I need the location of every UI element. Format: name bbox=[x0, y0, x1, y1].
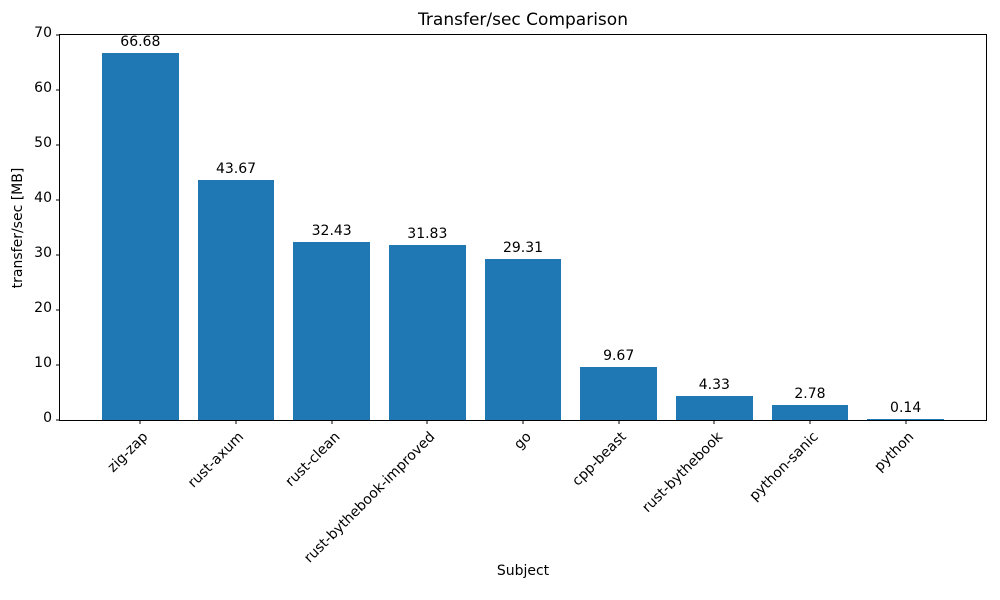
x-tick-label-python: python bbox=[871, 429, 917, 475]
x-tick-mark bbox=[331, 420, 333, 424]
x-tick-label-rust-bythebook: rust-bythebook bbox=[638, 429, 726, 516]
bar-value-label: 31.83 bbox=[407, 225, 448, 242]
bar-value-label: 43.67 bbox=[215, 160, 257, 177]
x-tick-mark bbox=[713, 420, 715, 424]
y-tick-mark bbox=[56, 199, 60, 201]
y-tick-mark bbox=[56, 89, 60, 91]
bar-cpp-beast bbox=[580, 366, 657, 420]
x-tick-label-go: go bbox=[510, 429, 535, 453]
y-tick-label: 0 bbox=[43, 410, 52, 426]
y-tick-label: 50 bbox=[34, 135, 52, 151]
y-tick-mark bbox=[56, 419, 60, 421]
bar-value-label: 2.78 bbox=[794, 385, 826, 402]
x-tick-label-cpp-beast: cpp-beast bbox=[569, 429, 630, 490]
x-tick-mark bbox=[809, 420, 811, 424]
x-tick-mark bbox=[235, 420, 237, 424]
x-axis-label: Subject bbox=[496, 563, 550, 579]
y-tick-label: 20 bbox=[34, 300, 52, 317]
x-tick-label-python-sanic: python-sanic bbox=[746, 429, 822, 505]
bar-value-label: 66.68 bbox=[120, 34, 161, 51]
x-tick-label-rust-axum: rust-axum bbox=[185, 429, 248, 492]
y-tick-mark bbox=[56, 34, 60, 36]
y-tick-mark bbox=[56, 309, 60, 311]
bar-rust-axum bbox=[197, 179, 275, 420]
bar-python-sanic bbox=[771, 404, 849, 420]
x-tick-mark bbox=[522, 420, 524, 424]
x-tick-label-zig-zap: zig-zap bbox=[105, 429, 152, 476]
y-tick-label: 70 bbox=[34, 25, 52, 41]
chart-title: Transfer/sec Comparison bbox=[418, 10, 628, 30]
y-tick-mark bbox=[56, 364, 60, 366]
plot-area: 0 10 20 30 40 50 60 70 66.68 zig-zap 43.67 rust-axu… bbox=[34, 25, 987, 566]
y-tick-label: 40 bbox=[34, 190, 52, 207]
bar-value-label: 29.31 bbox=[502, 239, 544, 256]
x-tick-mark bbox=[426, 420, 428, 424]
bar-rust-bythebook-improved bbox=[389, 244, 466, 420]
bar-value-label: 9.67 bbox=[603, 347, 635, 364]
bar-go bbox=[484, 258, 562, 420]
bar-python bbox=[867, 419, 944, 420]
y-tick-mark bbox=[56, 144, 60, 146]
y-tick-label: 60 bbox=[34, 80, 52, 96]
y-axis-label: transfer/sec [MB] bbox=[10, 167, 26, 289]
y-tick-label: 10 bbox=[34, 355, 52, 372]
x-tick-label-rust-clean: rust-clean bbox=[282, 429, 344, 490]
bar-value-label: 4.33 bbox=[698, 377, 730, 394]
x-tick-mark bbox=[618, 420, 620, 424]
bar-rust-clean bbox=[293, 241, 370, 420]
bar-zig-zap bbox=[102, 53, 179, 420]
y-tick-label: 30 bbox=[34, 245, 52, 261]
bar-rust-bythebook bbox=[676, 396, 753, 420]
bar-value-label: 0.14 bbox=[890, 400, 922, 417]
y-tick-mark bbox=[56, 254, 60, 256]
x-tick-mark bbox=[905, 420, 907, 424]
x-tick-mark bbox=[139, 420, 141, 424]
bar-value-label: 32.43 bbox=[311, 222, 352, 239]
